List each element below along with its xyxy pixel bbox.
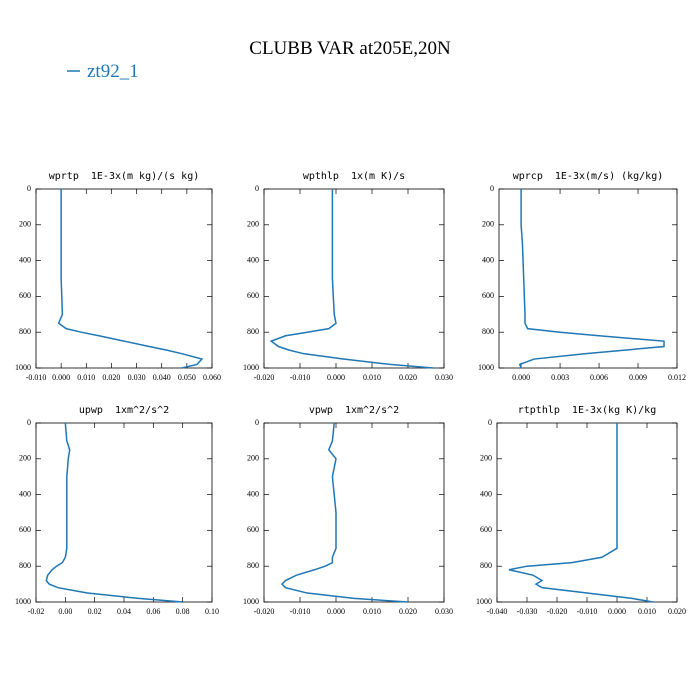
y-tick-label: 1000 [478,363,494,372]
x-tick-label: 0.003 [551,373,569,382]
x-tick-label: 0.060 [203,373,221,382]
x-tick-label: 0.06 [146,607,160,616]
x-tick-label: -0.010 [290,607,311,616]
y-tick-label: 200 [247,454,259,463]
panel-title: wprcp 1E-3x(m/s) (kg/kg) [513,171,664,182]
plot-frame [263,188,445,369]
x-tick-label: 0.00 [58,607,72,616]
x-tick-label: 0.010 [638,607,656,616]
y-tick-label: 200 [480,454,492,463]
y-tick-label: 600 [480,525,492,534]
panel-title: vpwp 1xm^2/s^2 [309,405,399,416]
y-tick-label: 0 [490,184,494,193]
x-tick-label: 0.02 [88,607,102,616]
x-tick-label: 0.040 [153,373,171,382]
x-tick-label: 0.000 [52,373,70,382]
profile-line [45,422,183,603]
x-tick-label: 0.030 [435,607,453,616]
y-tick-label: 800 [482,327,494,336]
x-tick-label: 0.010 [363,373,381,382]
plot-frame [263,422,445,603]
x-tick-label: 0.08 [176,607,190,616]
x-tick-label: 0.050 [178,373,196,382]
x-tick-label: -0.010 [26,373,47,382]
y-tick-label: 1000 [476,597,492,606]
x-tick-label: 0.020 [668,607,686,616]
x-tick-label: 0.000 [512,373,530,382]
panel-title: upwp 1xm^2/s^2 [79,405,169,416]
x-tick-label: -0.030 [517,607,538,616]
y-tick-label: 200 [482,220,494,229]
y-tick-label: 0 [27,418,31,427]
y-tick-label: 800 [19,561,31,570]
x-tick-label: 0.000 [327,607,345,616]
y-tick-label: 1000 [15,363,31,372]
y-tick-label: 800 [19,327,31,336]
plot-frame [35,188,213,369]
y-tick-label: 800 [480,561,492,570]
x-tick-label: -0.040 [487,607,508,616]
x-tick-label: -0.020 [547,607,568,616]
profile-line [508,423,654,603]
y-tick-label: 600 [482,291,494,300]
y-tick-label: 1000 [243,363,259,372]
y-tick-label: 0 [27,184,31,193]
legend-label: zt92_1 [87,61,139,82]
y-tick-label: 400 [480,489,492,498]
y-tick-label: 1000 [15,597,31,606]
y-tick-label: 800 [247,327,259,336]
y-tick-label: 200 [247,220,259,229]
y-tick-label: 600 [19,291,31,300]
profile-line [57,189,204,369]
figure-title: CLUBB VAR at205E,20N [249,38,451,59]
x-tick-label: 0.030 [128,373,146,382]
y-tick-label: 400 [482,255,494,264]
x-tick-label: -0.020 [254,373,275,382]
x-tick-label: 0.000 [327,373,345,382]
y-tick-label: 400 [247,255,259,264]
x-tick-label: 0.020 [399,373,417,382]
y-tick-label: 400 [19,489,31,498]
profile-line [269,189,434,369]
y-tick-label: 0 [255,418,259,427]
x-tick-label: 0.012 [668,373,686,382]
y-tick-label: 600 [247,291,259,300]
x-tick-label: 0.010 [363,607,381,616]
panel-title: wprtp 1E-3x(m kg)/(s kg) [49,171,200,182]
y-tick-label: 600 [247,525,259,534]
y-tick-label: 200 [19,454,31,463]
y-tick-label: 600 [19,525,31,534]
x-tick-label: 0.009 [629,373,647,382]
x-tick-label: 0.006 [590,373,608,382]
x-tick-label: -0.010 [290,373,311,382]
y-tick-label: 1000 [243,597,259,606]
y-tick-label: 400 [19,255,31,264]
x-tick-label: 0.010 [77,373,95,382]
y-tick-label: 400 [247,489,259,498]
x-tick-label: 0.020 [399,607,417,616]
x-tick-label: 0.030 [435,373,453,382]
x-tick-label: -0.010 [577,607,598,616]
y-tick-label: 200 [19,220,31,229]
plot-frame [498,188,678,369]
profile-line [280,422,409,603]
panel-title: rtpthlp 1E-3x(kg K)/kg [518,405,656,416]
y-tick-label: 0 [488,418,492,427]
x-tick-label: 0.020 [102,373,120,382]
y-tick-label: 0 [255,184,259,193]
x-tick-label: -0.02 [28,607,45,616]
x-tick-label: 0.000 [608,607,626,616]
x-tick-label: 0.04 [117,607,131,616]
profile-line [518,189,665,369]
panel-title: wpthlp 1x(m K)/s [303,171,405,182]
x-tick-label: 0.10 [205,607,219,616]
x-tick-label: -0.020 [254,607,275,616]
y-tick-label: 800 [247,561,259,570]
